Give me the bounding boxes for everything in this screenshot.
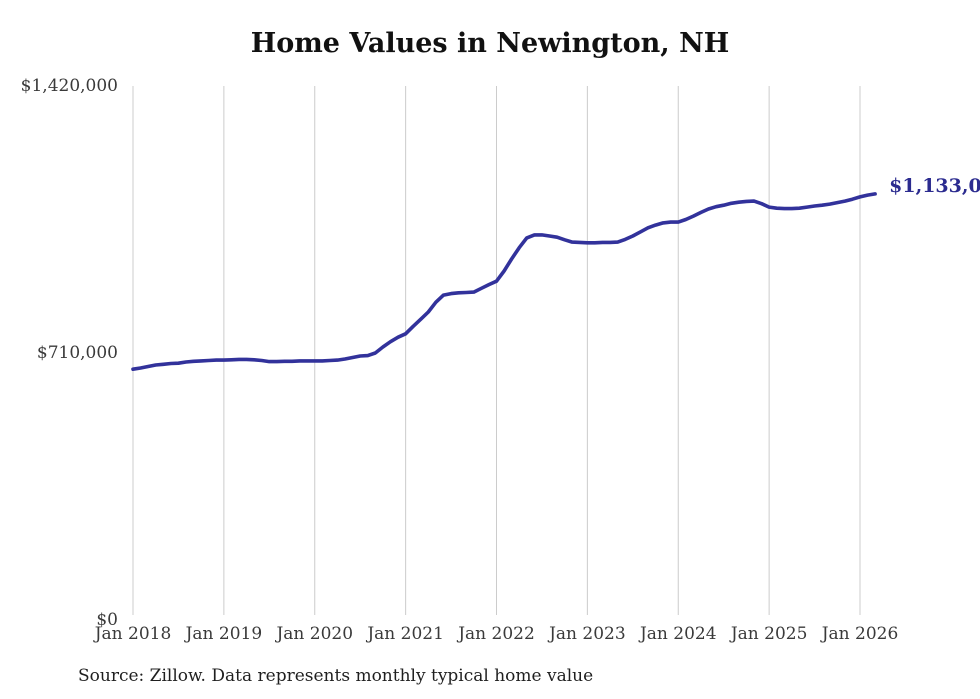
y-tick-label: $1,420,000: [20, 76, 118, 96]
y-tick-label: $0: [96, 610, 118, 630]
x-tick-label: Jan 2021: [367, 624, 444, 644]
home-value-line: [131, 192, 877, 371]
x-axis: Jan 2018 Jan 2019 Jan 2020 Jan 2021 Jan 2022…: [0, 623, 980, 647]
x-tick-label: Jan 2018: [94, 624, 172, 644]
x-tick-label: Jan 2022: [458, 624, 535, 644]
x-tick-label: Jan 2026: [821, 624, 899, 644]
x-tick-label: Jan 2025: [730, 624, 808, 644]
x-tick-label: Jan 2019: [185, 624, 263, 644]
x-tick-label: Jan 2020: [276, 624, 354, 644]
end-value-label: $1,133,032: [889, 174, 980, 197]
y-tick-label: $710,000: [36, 343, 118, 363]
chart-title: Home Values in Newington, NH: [250, 28, 730, 59]
source-note: Source: Zillow. Data represents monthly …: [78, 666, 594, 686]
y-axis: $1,420,000 $710,000 $0: [0, 0, 130, 699]
x-tick-label: Jan 2024: [639, 624, 717, 644]
x-tick-label: Jan 2023: [549, 624, 626, 644]
